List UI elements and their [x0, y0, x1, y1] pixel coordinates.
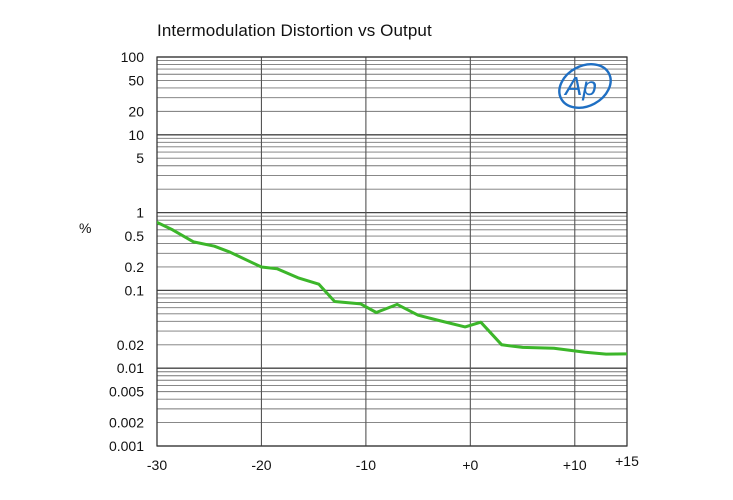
y-tick-label: 1	[136, 205, 144, 221]
x-tick-labels: -30 -20 -10 +0 +10 +15	[147, 453, 639, 473]
y-tick-label: 50	[128, 72, 144, 88]
y-tick-labels: 100 50 20 10 5 1 0.5 0.2 0.1 0.02 0.01 0.005 0.002 0.…	[109, 49, 144, 454]
ap-logo: Ap	[558, 63, 612, 109]
x-tick-label: +0	[462, 457, 478, 473]
ap-logo-text: Ap	[563, 71, 597, 101]
x-tick-label: -30	[147, 457, 167, 473]
x-tick-label: +15	[615, 453, 639, 469]
minor-gridlines	[157, 60, 627, 424]
y-tick-label: 20	[128, 103, 144, 119]
x-tick-label: -10	[356, 457, 376, 473]
y-axis-label: %	[79, 220, 92, 236]
x-tick-label: -20	[251, 457, 271, 473]
y-tick-label: 0.002	[109, 415, 144, 431]
y-tick-label: 0.5	[125, 228, 145, 244]
x-tick-label: +10	[563, 457, 587, 473]
y-tick-label: 10	[128, 127, 144, 143]
y-tick-label: 100	[121, 49, 145, 65]
y-tick-label: 0.2	[125, 259, 145, 275]
y-tick-label: 0.01	[117, 360, 144, 376]
y-tick-label: 0.1	[125, 282, 145, 298]
y-tick-label: 0.02	[117, 337, 144, 353]
y-tick-label: 0.001	[109, 438, 144, 454]
plot-frame	[156, 56, 628, 447]
series-line	[157, 220, 627, 356]
chart-title: Intermodulation Distortion vs Output	[157, 21, 432, 40]
y-tick-label: 0.005	[109, 384, 144, 400]
series-layer	[157, 220, 627, 356]
y-tick-label: 5	[136, 150, 144, 166]
